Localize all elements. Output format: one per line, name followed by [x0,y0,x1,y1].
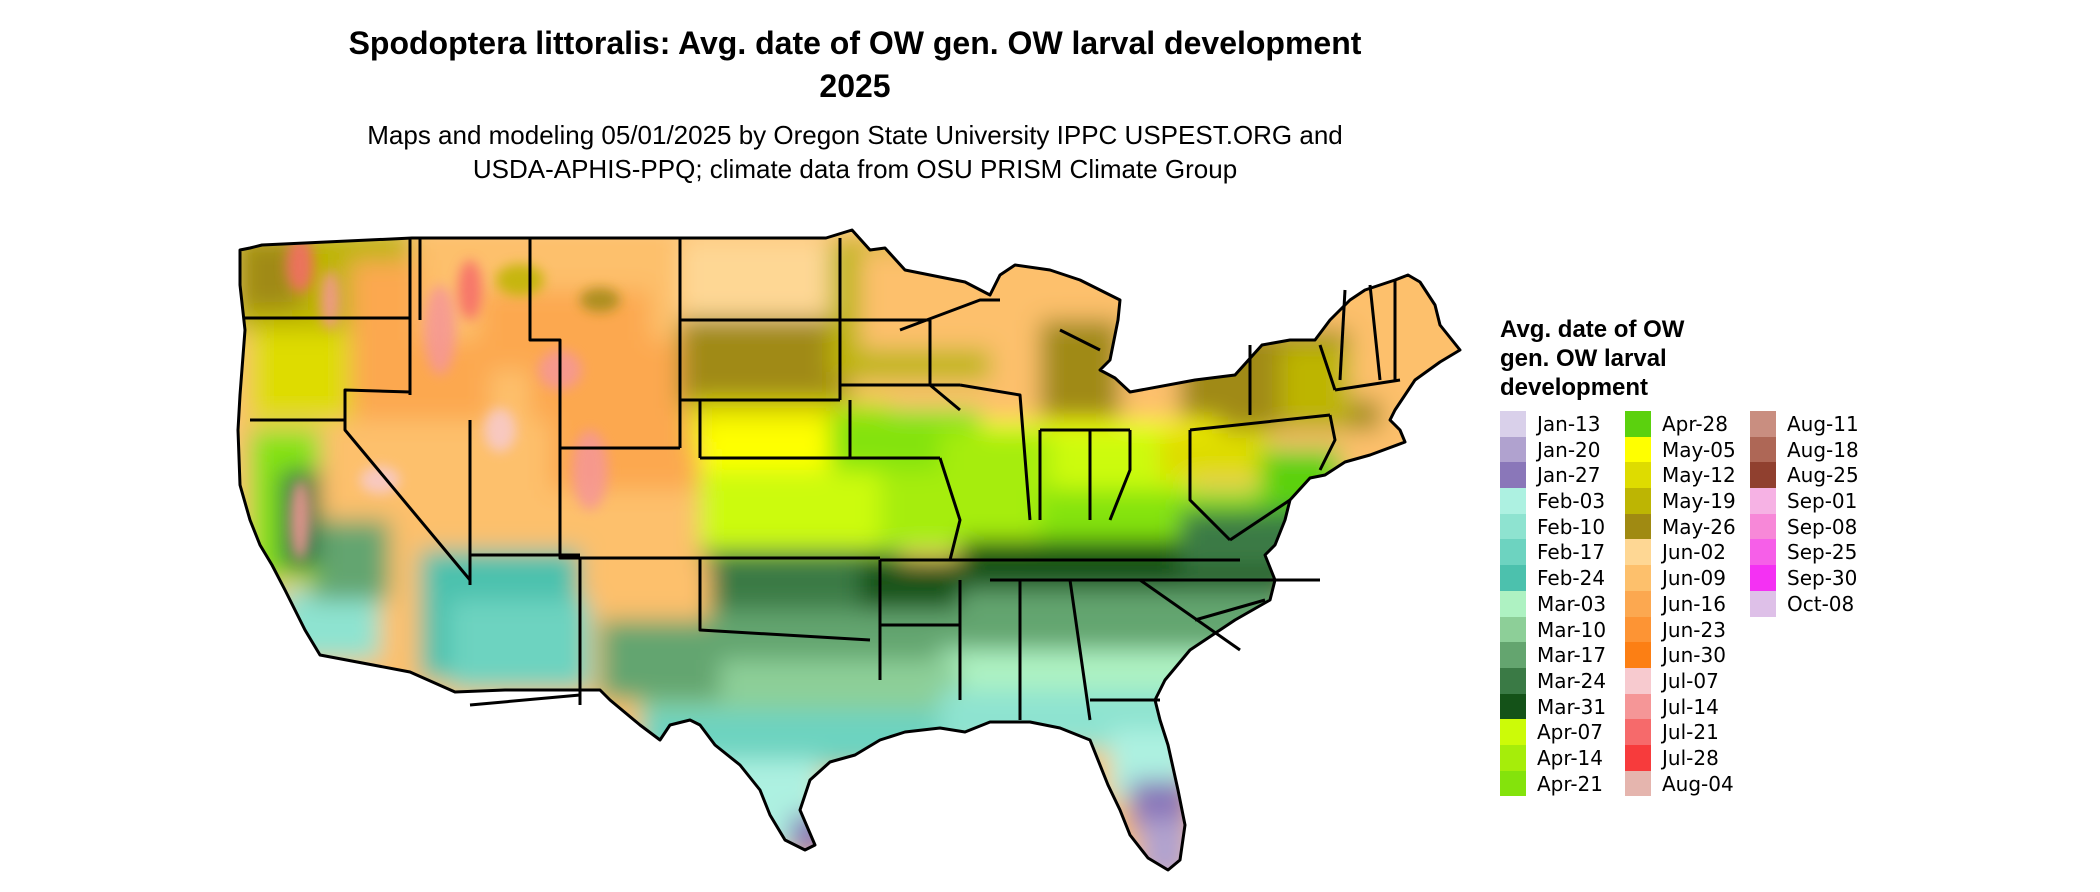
legend-label: Mar-17 [1537,643,1607,668]
legend-label: Apr-21 [1537,771,1603,796]
legend: Avg. date of OW gen. OW larval developme… [1500,315,2020,875]
legend-swatch [1750,513,1776,540]
legend-label: Jan-20 [1537,437,1601,462]
legend-swatch [1500,462,1526,489]
legend-label: Sep-01 [1787,489,1858,514]
legend-swatch [1500,565,1526,591]
legend-swatch [1500,616,1526,643]
legend-label: Jun-30 [1662,643,1726,668]
legend-label: Mar-31 [1537,694,1607,719]
map-title-line-2: 2025 [819,68,891,104]
legend-swatch [1750,436,1776,463]
legend-swatch [1625,565,1651,591]
legend-swatch [1625,590,1651,617]
legend-label: May-05 [1662,437,1736,462]
legend-swatch [1625,693,1651,720]
legend-swatch [1750,488,1776,514]
legend-swatch [1625,616,1651,643]
legend-label: Jul-28 [1662,745,1719,770]
legend-swatch [1500,693,1526,720]
legend-swatch [1750,565,1776,591]
legend-swatch [1500,642,1526,668]
legend-swatch [1500,770,1526,797]
legend-label: Apr-07 [1537,720,1603,745]
legend-swatch [1750,590,1776,617]
legend-label: Aug-25 [1787,463,1859,488]
legend-swatch [1625,744,1651,771]
legend-swatch [1625,667,1651,694]
legend-swatch [1500,590,1526,617]
legend-swatch [1625,539,1651,566]
legend-label: Jun-23 [1662,617,1726,642]
map-title: Spodoptera littoralis: Avg. date of OW g… [210,22,1500,108]
us-map [236,228,1462,872]
legend-swatch [1500,667,1526,694]
legend-swatch [1750,539,1776,566]
legend-label: May-12 [1662,463,1736,488]
legend-label: Feb-10 [1537,514,1606,539]
legend-swatch [1500,488,1526,514]
legend-swatch [1750,411,1776,437]
legend-swatch [1500,744,1526,771]
legend-swatch [1500,719,1526,745]
legend-swatch [1500,539,1526,566]
legend-label: Jun-16 [1662,591,1726,616]
legend-swatch [1625,770,1651,797]
legend-label: Mar-03 [1537,591,1607,616]
legend-swatch [1625,642,1651,668]
map-subtitle: Maps and modeling 05/01/2025 by Oregon S… [210,118,1500,186]
legend-swatch [1625,513,1651,540]
legend-label: Apr-14 [1537,745,1603,770]
legend-swatch [1625,719,1651,745]
legend-swatch [1750,462,1776,489]
legend-label: Sep-08 [1787,514,1858,539]
legend-label: Jul-14 [1662,694,1719,719]
legend-label: Aug-18 [1787,437,1859,462]
legend-label: Jan-13 [1537,412,1601,436]
legend-label: Sep-30 [1787,566,1858,591]
legend-label: Feb-24 [1537,566,1606,591]
legend-swatch [1625,488,1651,514]
legend-label: Jun-02 [1662,540,1726,565]
legend-label: Jul-21 [1662,720,1719,745]
legend-swatch [1625,411,1651,437]
legend-swatch [1500,436,1526,463]
legend-label: Jun-09 [1662,566,1726,591]
legend-label: Jan-27 [1537,463,1601,488]
legend-label: May-26 [1662,514,1736,539]
legend-label: Feb-17 [1537,540,1606,565]
map-subtitle-line-2: USDA-APHIS-PPQ; climate data from OSU PR… [472,154,1238,184]
legend-label: Jul-07 [1662,668,1719,693]
legend-label: Apr-28 [1662,412,1728,436]
legend-label: Sep-25 [1787,540,1858,565]
legend-label: Mar-24 [1537,668,1607,693]
legend-label: May-19 [1662,489,1736,514]
legend-swatch [1500,411,1526,437]
legend-label: Oct-08 [1787,591,1855,616]
legend-label: Feb-03 [1537,489,1606,514]
legend-label: Mar-10 [1537,617,1607,642]
state-boundaries [236,228,1462,872]
map-subtitle-line-1: Maps and modeling 05/01/2025 by Oregon S… [367,120,1343,150]
legend-label: Aug-11 [1787,412,1859,436]
legend-swatch [1500,513,1526,540]
legend-label: Aug-04 [1662,771,1734,796]
legend-swatch [1625,436,1651,463]
map-title-line-1: Spodoptera littoralis: Avg. date of OW g… [348,25,1362,61]
legend-title: Avg. date of OW gen. OW larval developme… [1500,316,1685,401]
legend-swatch [1625,462,1651,489]
